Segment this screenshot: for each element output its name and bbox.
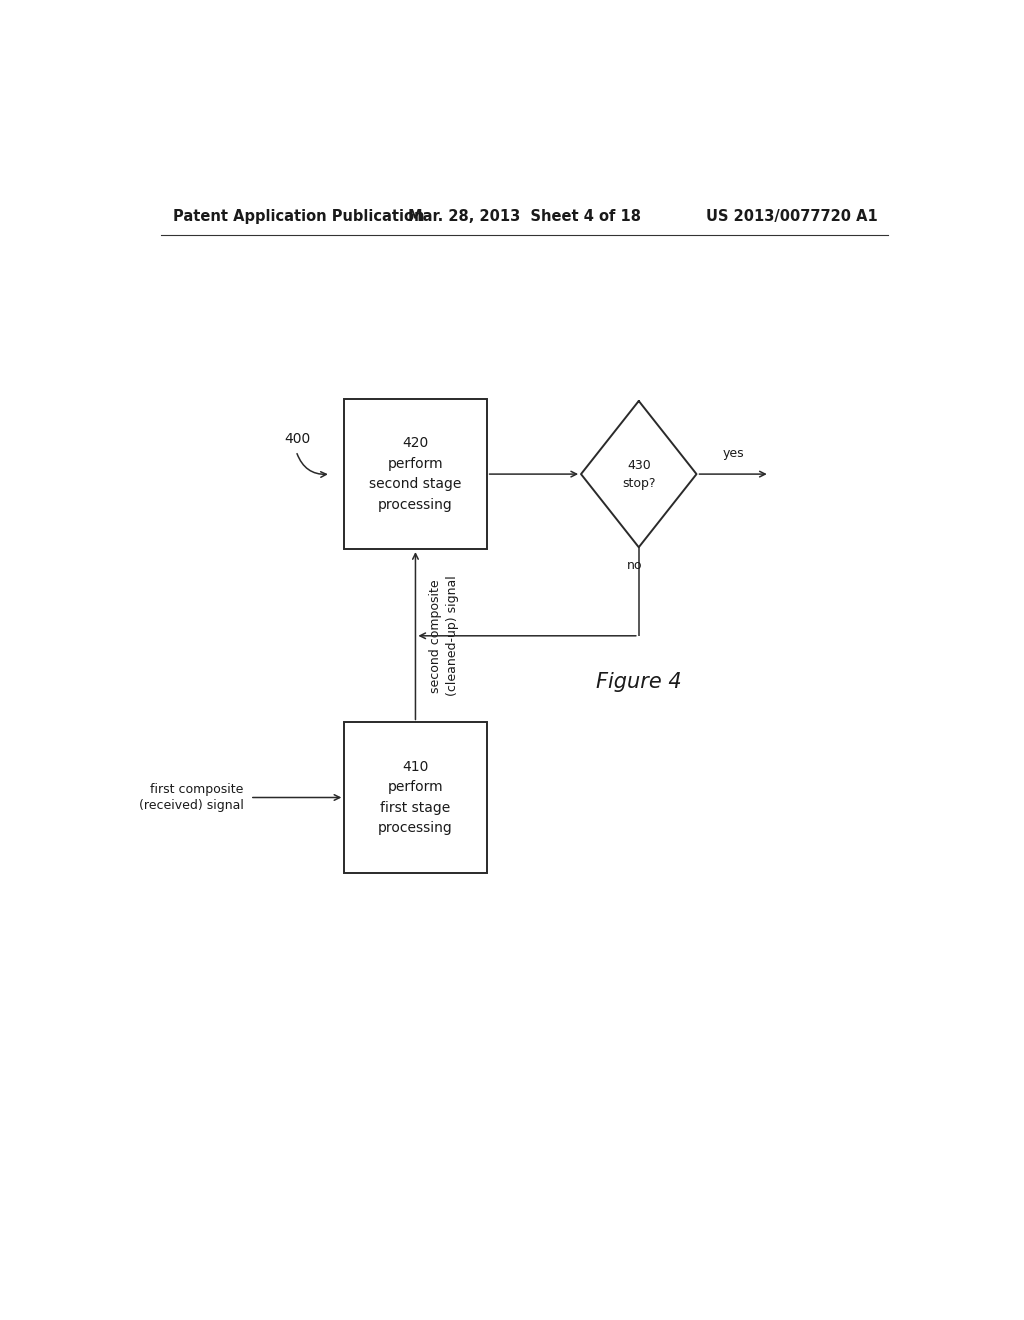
Text: 400: 400 <box>285 433 311 446</box>
Text: yes: yes <box>722 447 743 461</box>
Text: no: no <box>627 558 643 572</box>
FancyArrowPatch shape <box>297 454 327 478</box>
Text: 410
perform
first stage
processing: 410 perform first stage processing <box>378 759 453 836</box>
Text: US 2013/0077720 A1: US 2013/0077720 A1 <box>706 209 878 223</box>
Bar <box>344 399 486 549</box>
Text: Patent Application Publication: Patent Application Publication <box>173 209 424 223</box>
Bar <box>344 722 486 873</box>
Text: Mar. 28, 2013  Sheet 4 of 18: Mar. 28, 2013 Sheet 4 of 18 <box>409 209 641 223</box>
Text: 430
stop?: 430 stop? <box>622 458 655 490</box>
Text: second composite
(cleaned-up) signal: second composite (cleaned-up) signal <box>429 576 460 696</box>
Text: 420
perform
second stage
processing: 420 perform second stage processing <box>370 436 462 512</box>
Text: first composite
(received) signal: first composite (received) signal <box>139 783 244 813</box>
Text: Figure 4: Figure 4 <box>596 672 682 692</box>
